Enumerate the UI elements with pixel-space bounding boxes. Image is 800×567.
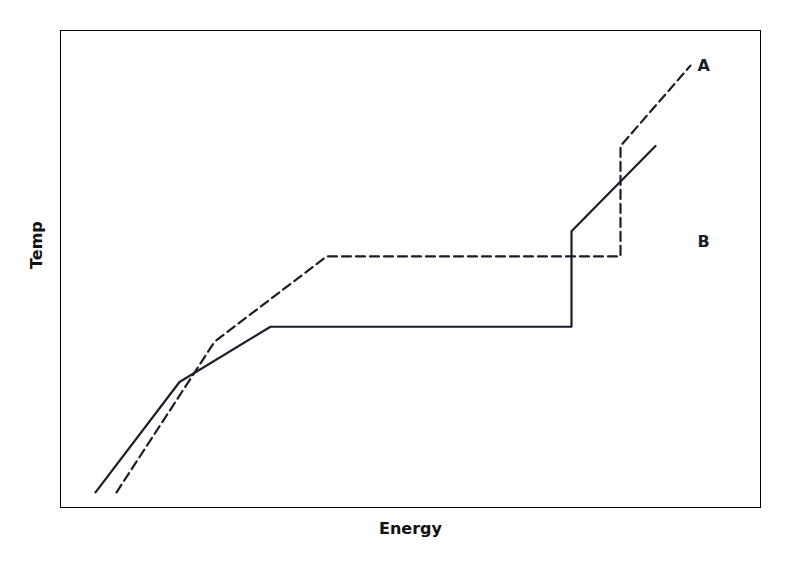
svg-text:Temp: Temp — [27, 221, 46, 269]
svg-text:B: B — [698, 232, 710, 251]
svg-text:Energy: Energy — [379, 519, 443, 538]
svg-text:A: A — [698, 56, 711, 75]
